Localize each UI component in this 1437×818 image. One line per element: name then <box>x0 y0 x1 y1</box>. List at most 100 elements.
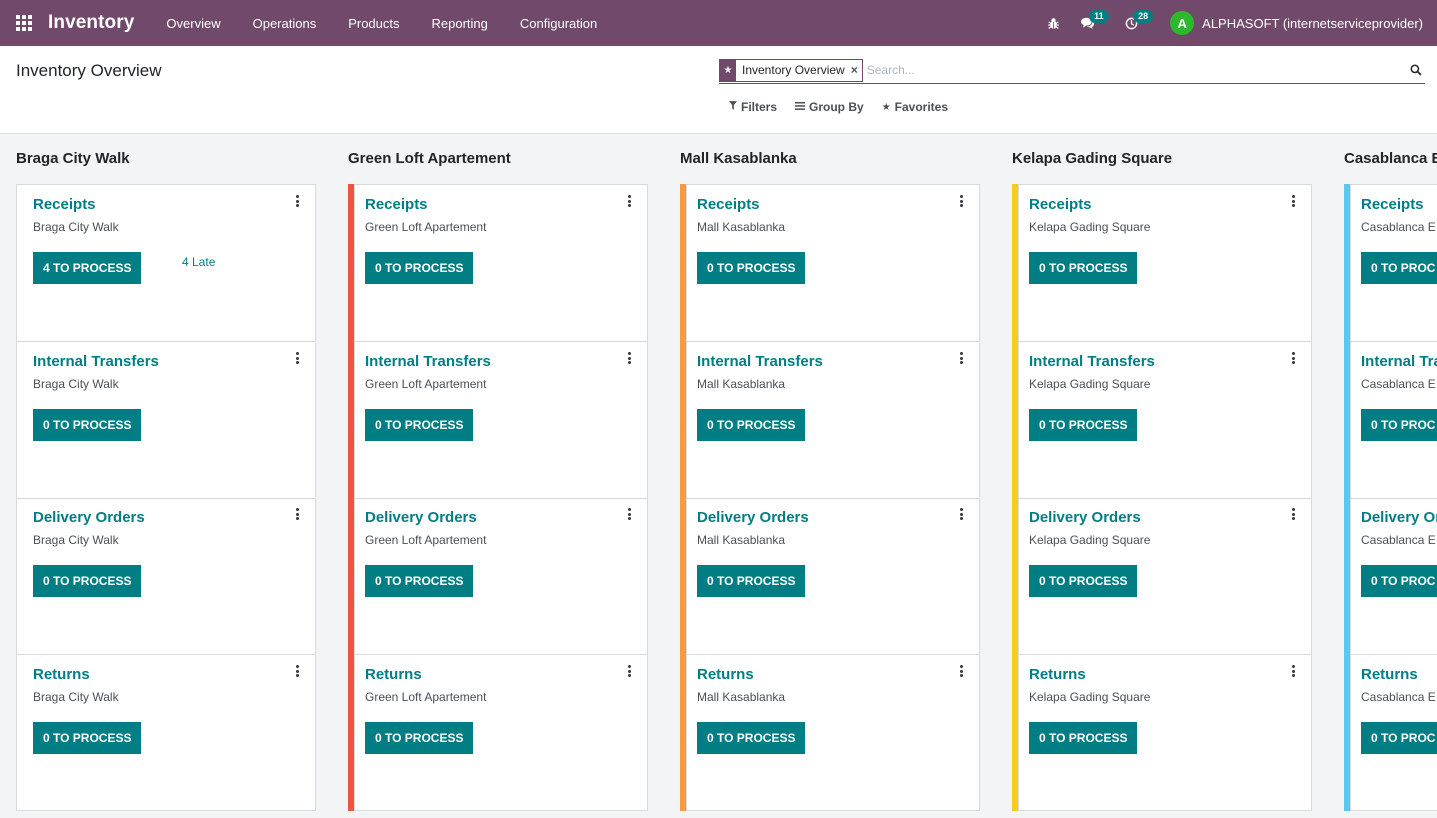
to-process-button[interactable]: 4 TO PROCESS <box>33 252 142 284</box>
card-menu-icon[interactable] <box>623 665 635 681</box>
to-process-button[interactable]: 0 TO PROC <box>1361 722 1437 754</box>
card-menu-icon[interactable] <box>955 352 967 368</box>
card-title[interactable]: Receipts <box>1361 196 1424 213</box>
menu-products[interactable]: Products <box>348 15 400 31</box>
operation-card: Internal Transfers Mall Kasablanka 0 TO PR… <box>687 342 979 499</box>
operation-card: Returns Braga City Walk 0 TO PROCESS <box>17 655 315 812</box>
to-process-button[interactable]: 0 TO PROCESS <box>33 409 142 441</box>
activities-clock-icon[interactable]: 28 <box>1116 0 1154 46</box>
menu-overview[interactable]: Overview <box>166 15 221 31</box>
card-title[interactable]: Internal Transfers <box>697 353 823 370</box>
kanban-column: Green Loft Apartement Receipts Green Loft … <box>348 134 648 818</box>
bug-icon[interactable] <box>1038 0 1068 46</box>
filters-button[interactable]: Filters <box>729 100 777 114</box>
late-link[interactable]: 4 Late <box>182 255 216 269</box>
messages-count-badge: 11 <box>1089 10 1109 23</box>
card-menu-icon[interactable] <box>291 508 303 524</box>
kanban-view: Braga City Walk Receipts Braga City Walk 4 … <box>0 134 1437 818</box>
to-process-button[interactable]: 0 TO PROC <box>1361 252 1437 284</box>
to-process-button[interactable]: 0 TO PROCESS <box>697 409 806 441</box>
card-title[interactable]: Delivery Orders <box>697 509 809 526</box>
search-input[interactable] <box>866 58 1407 82</box>
card-title[interactable]: Returns <box>1029 666 1086 683</box>
card-warehouse: Kelapa Gading Square <box>1029 533 1151 547</box>
avatar: A <box>1170 11 1195 35</box>
card-title[interactable]: Returns <box>365 666 422 683</box>
card-title[interactable]: Internal Transfers <box>33 353 159 370</box>
search-facet[interactable]: ★ Inventory Overview × <box>719 58 863 82</box>
card-title[interactable]: Delivery Or <box>1361 509 1437 526</box>
operation-card: Returns Casablanca E 0 TO PROC <box>1351 655 1437 812</box>
card-title[interactable]: Internal Transfers <box>1029 353 1155 370</box>
to-process-button[interactable]: 0 TO PROC <box>1361 409 1437 441</box>
to-process-button[interactable]: 0 TO PROCESS <box>1029 722 1138 754</box>
card-title[interactable]: Delivery Orders <box>365 509 477 526</box>
kanban-column: Mall Kasablanka Receipts Mall Kasablanka 0 … <box>680 134 980 818</box>
page-title: Inventory Overview <box>16 61 162 80</box>
to-process-button[interactable]: 0 TO PROCESS <box>1029 409 1138 441</box>
star-icon: ★ <box>720 59 736 81</box>
to-process-button[interactable]: 0 TO PROC <box>1361 565 1437 597</box>
card-menu-icon[interactable] <box>1287 352 1299 368</box>
operation-card: Receipts Braga City Walk 4 TO PROCESS 4 Lat… <box>17 185 315 342</box>
user-menu[interactable]: A ALPHASOFT (internetserviceprovider) <box>1170 11 1437 35</box>
column-title: Kelapa Gading Square <box>1012 150 1173 167</box>
operation-card: Internal Transfers Green Loft Apartement 0… <box>355 342 647 499</box>
card-menu-icon[interactable] <box>291 665 303 681</box>
to-process-button[interactable]: 0 TO PROCESS <box>697 565 806 597</box>
card-title[interactable]: Receipts <box>365 196 428 213</box>
card-menu-icon[interactable] <box>1287 195 1299 211</box>
app-brand[interactable]: Inventory <box>48 12 135 33</box>
kanban-column: Braga City Walk Receipts Braga City Walk 4 … <box>16 134 316 818</box>
messages-icon[interactable]: 11 <box>1072 0 1109 46</box>
card-menu-icon[interactable] <box>291 352 303 368</box>
operation-card: Receipts Mall Kasablanka 0 TO PROCESS <box>687 185 979 342</box>
kanban-column: Casablanca E Receipts Casablanca E 0 TO PRO… <box>1344 134 1437 818</box>
card-title[interactable]: Delivery Orders <box>1029 509 1141 526</box>
card-menu-icon[interactable] <box>955 195 967 211</box>
operation-card: Returns Green Loft Apartement 0 TO PROCESS <box>355 655 647 812</box>
to-process-button[interactable]: 0 TO PROCESS <box>33 722 142 754</box>
card-menu-icon[interactable] <box>955 665 967 681</box>
card-warehouse: Braga City Walk <box>33 690 119 704</box>
activities-count-badge: 28 <box>1133 10 1154 23</box>
operation-card: Internal Transfers Braga City Walk 0 TO PR… <box>17 342 315 499</box>
to-process-button[interactable]: 0 TO PROCESS <box>33 565 142 597</box>
search-icon[interactable] <box>1407 64 1425 76</box>
favorites-button[interactable]: ★ Favorites <box>882 100 948 114</box>
card-title[interactable]: Returns <box>697 666 754 683</box>
menu-reporting[interactable]: Reporting <box>431 15 488 31</box>
card-title[interactable]: Returns <box>1361 666 1418 683</box>
menu-configuration[interactable]: Configuration <box>519 15 598 31</box>
card-menu-icon[interactable] <box>1287 508 1299 524</box>
operation-card: Returns Kelapa Gading Square 0 TO PROCESS <box>1019 655 1311 812</box>
to-process-button[interactable]: 0 TO PROCESS <box>365 565 474 597</box>
column-color-bar <box>348 184 354 811</box>
card-menu-icon[interactable] <box>291 195 303 211</box>
card-title[interactable]: Receipts <box>33 196 96 213</box>
to-process-button[interactable]: 0 TO PROCESS <box>365 722 474 754</box>
card-warehouse: Kelapa Gading Square <box>1029 220 1151 234</box>
card-title[interactable]: Delivery Orders <box>33 509 145 526</box>
apps-menu-icon[interactable] <box>0 0 48 46</box>
to-process-button[interactable]: 0 TO PROCESS <box>365 252 474 284</box>
to-process-button[interactable]: 0 TO PROCESS <box>1029 252 1138 284</box>
card-title[interactable]: Returns <box>33 666 90 683</box>
card-menu-icon[interactable] <box>623 508 635 524</box>
card-warehouse: Green Loft Apartement <box>365 533 487 547</box>
group-by-button[interactable]: Group By <box>795 100 864 114</box>
to-process-button[interactable]: 0 TO PROCESS <box>365 409 474 441</box>
menu-operations[interactable]: Operations <box>252 15 317 31</box>
to-process-button[interactable]: 0 TO PROCESS <box>697 252 806 284</box>
card-menu-icon[interactable] <box>1287 665 1299 681</box>
card-menu-icon[interactable] <box>955 508 967 524</box>
card-menu-icon[interactable] <box>623 195 635 211</box>
card-title[interactable]: Internal Transfers <box>365 353 491 370</box>
to-process-button[interactable]: 0 TO PROCESS <box>697 722 806 754</box>
to-process-button[interactable]: 0 TO PROCESS <box>1029 565 1138 597</box>
card-title[interactable]: Internal Tra <box>1361 353 1437 370</box>
card-title[interactable]: Receipts <box>697 196 760 213</box>
card-menu-icon[interactable] <box>623 352 635 368</box>
facet-remove-icon[interactable]: × <box>850 63 858 77</box>
card-title[interactable]: Receipts <box>1029 196 1092 213</box>
